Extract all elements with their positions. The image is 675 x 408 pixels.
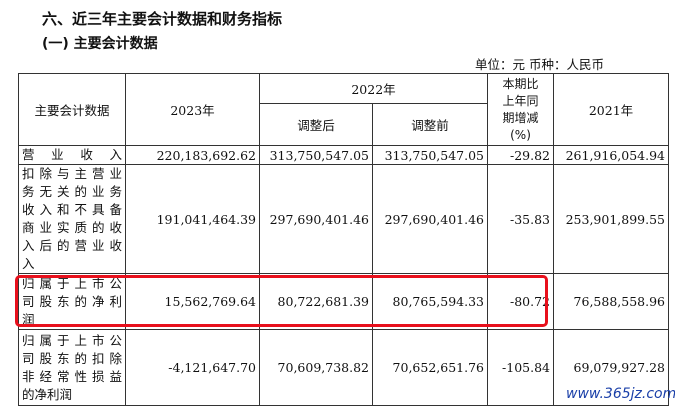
cell-2021: 253,901,899.55 [553, 164, 669, 274]
row-label: 归属于上市公 司股东的扣除 非经常性损益 的净利润 [18, 329, 126, 406]
cell-change: -80.72 [487, 273, 554, 330]
subsection-title: (一) 主要会计数据 [42, 36, 158, 52]
unit-currency-note: 单位：元 币种：人民币 [475, 57, 604, 72]
row-label-line: 营业收入 [22, 147, 122, 162]
header-2022: 2022年 [259, 73, 488, 104]
cell-2021: 76,588,558.96 [553, 273, 669, 330]
highlight-box [15, 275, 548, 327]
cell-2022-after: 70,609,738.82 [259, 329, 373, 406]
row-label-line: 扣除与主营业 [22, 166, 122, 181]
row-label: 营业收入 [18, 145, 126, 165]
cell-2022-before: 80,765,594.33 [372, 273, 488, 330]
row-label-line: 司股东的扣除 [22, 350, 122, 366]
header-2023: 2023年 [125, 73, 260, 146]
header-change-line: 本期比 [502, 76, 539, 91]
cell-2023: -4,121,647.70 [125, 329, 260, 406]
row-label-line: 的净利润 [22, 386, 73, 402]
row-label-line: 归属于上市公 [22, 275, 122, 291]
row-label-line: 入后的营业收 [22, 238, 122, 253]
row-label-line: 务无关的业务 [22, 184, 122, 199]
row-label: 扣除与主营业 务无关的业务 收入和不具备 商业实质的收 入后的营业收 入 [18, 164, 126, 274]
row-label-line: 非经常性损益 [22, 368, 122, 384]
table-row: 归属于上市公 司股东的扣除 非经常性损益 的净利润 -4,121,647.70 … [18, 329, 669, 406]
cell-2022-before: 70,652,651.76 [372, 329, 488, 406]
cell-2022-after: 297,690,401.46 [259, 164, 373, 274]
row-label-line: 司股东的净利 [22, 293, 122, 309]
watermark: www.365jz.com [566, 386, 675, 402]
cell-change: -29.82 [487, 145, 554, 165]
header-adjusted-before: 调整前 [372, 103, 488, 146]
section-title: 六、近三年主要会计数据和财务指标 [42, 10, 283, 28]
cell-2022-before: 297,690,401.46 [372, 164, 488, 274]
cell-2021: 69,079,927.28 [553, 329, 669, 406]
cell-change: -105.84 [487, 329, 554, 406]
row-label: 归属于上市公 司股东的净利 润 [18, 273, 126, 330]
header-2021: 2021年 [553, 73, 669, 146]
header-change-line: 上年同 [502, 93, 539, 108]
row-label-line: 收入和不具备 [22, 202, 122, 217]
cell-2022-after: 80,722,681.39 [259, 273, 373, 330]
cell-2022-after: 313,750,547.05 [259, 145, 373, 165]
table-row: 扣除与主营业 务无关的业务 收入和不具备 商业实质的收 入后的营业收 入 191… [18, 164, 669, 274]
header-item: 主要会计数据 [18, 73, 126, 146]
header-adjusted-after: 调整后 [259, 103, 373, 146]
cell-2023: 220,183,692.62 [125, 145, 260, 165]
row-label-line: 归属于上市公 [22, 332, 122, 348]
header-change-pct: 本期比 上年同 期增减 (%) [487, 73, 554, 146]
row-label-line: 入 [22, 256, 35, 271]
financial-data-table: 主要会计数据 2023年 2022年 本期比 上年同 期增减 (%) 2021年… [18, 73, 669, 406]
cell-2022-before: 313,750,547.05 [372, 145, 488, 165]
row-label-line: 润 [22, 311, 35, 327]
cell-2023: 191,041,464.39 [125, 164, 260, 274]
header-change-line: (%) [510, 127, 531, 142]
table-row: 营业收入 220,183,692.62 313,750,547.05 313,7… [18, 145, 669, 165]
table-row: 归属于上市公 司股东的净利 润 15,562,769.64 80,722,681… [18, 273, 669, 330]
cell-change: -35.83 [487, 164, 554, 274]
row-label-line: 商业实质的收 [22, 220, 122, 235]
header-change-line: 期增减 [502, 110, 539, 125]
cell-2021: 261,916,054.94 [553, 145, 669, 165]
